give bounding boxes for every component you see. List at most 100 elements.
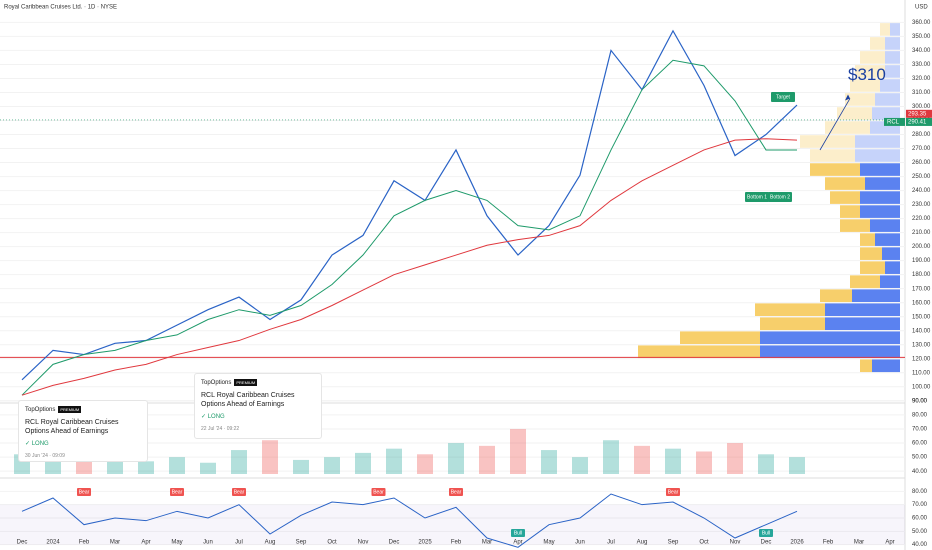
profile-down (880, 23, 890, 36)
news-headline: RCL Royal Caribbean Cruises Options Ahea… (201, 392, 295, 408)
y-tick-label: 280.00 (912, 132, 931, 138)
x-tick-label: Oct (327, 540, 337, 546)
y-tick-label: 120.00 (912, 356, 931, 362)
x-tick-label: Jul (607, 540, 615, 546)
y-tick-label: 160.00 (912, 300, 931, 306)
profile-down (800, 135, 855, 148)
y-tick-label: 260.00 (912, 160, 931, 166)
signal-tag (759, 529, 773, 537)
annotation-tag (771, 92, 795, 102)
signal-label: Bull (762, 530, 770, 536)
profile-down (830, 191, 860, 204)
profile-up (860, 191, 900, 204)
x-tick-label: Oct (699, 540, 709, 546)
signal-tag (170, 488, 184, 496)
news-badge: PREMIUM (234, 379, 258, 386)
profile-up (885, 51, 900, 64)
signal-label: Bear (668, 489, 679, 495)
volume-bar (727, 443, 743, 474)
news-source: TopOptions (25, 407, 56, 413)
x-tick-label: Feb (79, 540, 90, 546)
profile-down (850, 79, 880, 92)
x-tick-label: Apr (141, 540, 150, 546)
volume-bar (789, 457, 805, 474)
y-tick-label: 110.00 (912, 370, 931, 376)
profile-down (840, 219, 870, 232)
volume-bar (634, 445, 650, 474)
x-tick-label: Feb (451, 540, 462, 546)
y-tick-label: 90.00 (912, 398, 928, 404)
news-date: 30 Jun '24 · 09:09 (25, 453, 65, 459)
annotation-tag (768, 192, 792, 202)
annotation-label: Bottom 2 (770, 194, 790, 200)
volume-bar (417, 454, 433, 474)
signal-label: Bear (451, 489, 462, 495)
target-label: $310 (848, 65, 886, 84)
currency: USD (915, 5, 928, 11)
volume-bar (603, 440, 619, 474)
ticker-label: RCL (887, 120, 900, 126)
signal-label: Bear (373, 489, 384, 495)
volume-bar (572, 457, 588, 474)
y-tick-label: 80.00 (912, 489, 928, 495)
x-tick-label: Nov (730, 540, 741, 546)
news-card[interactable]: TopOptions PREMIUM RCL Royal Caribbean Cr… (18, 400, 148, 462)
y-tick-label: 320.00 (912, 76, 931, 82)
profile-up (885, 65, 900, 78)
signal-tag (232, 488, 246, 496)
ticker-tag (884, 117, 905, 126)
y-tick-label: 130.00 (912, 342, 931, 348)
x-tick-label: 2026 (790, 540, 804, 546)
y-tick-label: 210.00 (912, 230, 931, 236)
news-headline: RCL Royal Caribbean Cruises Options Ahea… (25, 419, 119, 435)
y-tick-label: 240.00 (912, 188, 931, 194)
chart-title: Royal Caribbean Cruises Ltd. · 1D · NYSE (4, 5, 117, 11)
volume-bar (479, 445, 495, 474)
news-badge: PREMIUM (58, 406, 82, 413)
moving-average (21, 138, 798, 396)
signal-tag (449, 488, 463, 496)
x-tick-label: Dec (761, 540, 772, 546)
profile-up (760, 345, 900, 359)
x-tick-label: Aug (637, 540, 648, 546)
profile-up (885, 261, 900, 274)
profile-down (825, 177, 865, 190)
y-tick-label: 300.00 (912, 104, 931, 110)
x-tick-label: Aug (265, 540, 276, 546)
y-tick-label: 360.00 (912, 20, 931, 26)
y-tick-label: 200.00 (912, 244, 931, 250)
profile-down (837, 107, 872, 120)
volume-bar (200, 462, 216, 474)
profile-up (875, 233, 900, 246)
signal-tag (511, 529, 525, 537)
y-tick-label: 250.00 (912, 174, 931, 180)
volume-bar (262, 440, 278, 474)
x-tick-label: Dec (389, 540, 400, 546)
profile-up (880, 275, 900, 288)
x-tick-label: 2025 (418, 540, 432, 546)
profile-up (875, 93, 900, 106)
annotation-label: Target (776, 94, 791, 100)
y-tick-label: 190.00 (912, 258, 931, 264)
y-tick-label: 350.00 (912, 34, 931, 40)
profile-down (755, 303, 825, 317)
news-card[interactable]: TopOptions PREMIUM RCL Royal Caribbean Cr… (194, 373, 322, 439)
y-tick-label: 60.00 (912, 516, 928, 522)
x-tick-label: Jul (235, 540, 243, 546)
volume-bar (138, 461, 154, 474)
y-tick-label: 310.00 (912, 90, 931, 96)
volume-bar (355, 452, 371, 474)
profile-down (680, 331, 760, 345)
signal-label: Bear (172, 489, 183, 495)
y-tick-label: 170.00 (912, 286, 931, 292)
y-tick-label: 70.00 (912, 502, 928, 508)
x-tick-label: May (171, 540, 182, 546)
volume-bar (665, 448, 681, 474)
profile-down (840, 205, 860, 218)
profile-down (845, 93, 875, 106)
news-signal: ✓ LONG (201, 414, 225, 420)
y-tick-label: 330.00 (912, 62, 931, 68)
profile-up (872, 359, 900, 373)
profile-up (890, 23, 900, 36)
